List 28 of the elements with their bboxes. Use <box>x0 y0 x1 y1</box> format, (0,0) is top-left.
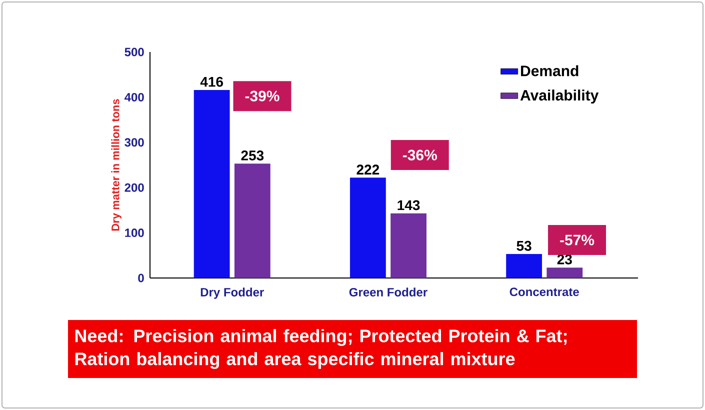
y-tick-label: 500 <box>124 48 144 56</box>
data-label: 23 <box>557 254 572 264</box>
annotation: -39% <box>245 90 280 102</box>
annotation: -36% <box>402 150 437 160</box>
x-tick-label: Green Fodder <box>349 288 428 296</box>
y-tick-label: 200 <box>124 183 144 192</box>
data-label: 253 <box>241 150 264 160</box>
data-label: 143 <box>398 200 420 210</box>
y-tick-label: 0 <box>138 274 144 282</box>
bar <box>234 164 270 278</box>
bar <box>546 268 583 278</box>
bar <box>390 213 426 278</box>
x-tick-label: Concentrate <box>510 288 579 296</box>
text: Need: Precision animal feeding; Protected Protein & Fat; Ration balancing and area specific mineral mixture <box>75 329 567 369</box>
data-label: 53 <box>516 240 532 251</box>
data-label: 416 <box>200 76 223 87</box>
y-tick-label: 300 <box>124 138 144 147</box>
bar <box>506 254 542 278</box>
y-tick-label: 100 <box>125 228 144 238</box>
legend-label: Demand <box>521 65 578 76</box>
x-tick-label: Dry Fodder <box>200 288 264 299</box>
bar <box>194 90 230 278</box>
y-axis-title: Dry matter in million tons <box>111 99 122 231</box>
annotation: -57% <box>560 234 594 246</box>
data-label: 222 <box>356 164 380 174</box>
y-tick-label: 400 <box>124 92 144 102</box>
legend-label: Availability <box>520 90 599 104</box>
bar <box>350 178 386 278</box>
